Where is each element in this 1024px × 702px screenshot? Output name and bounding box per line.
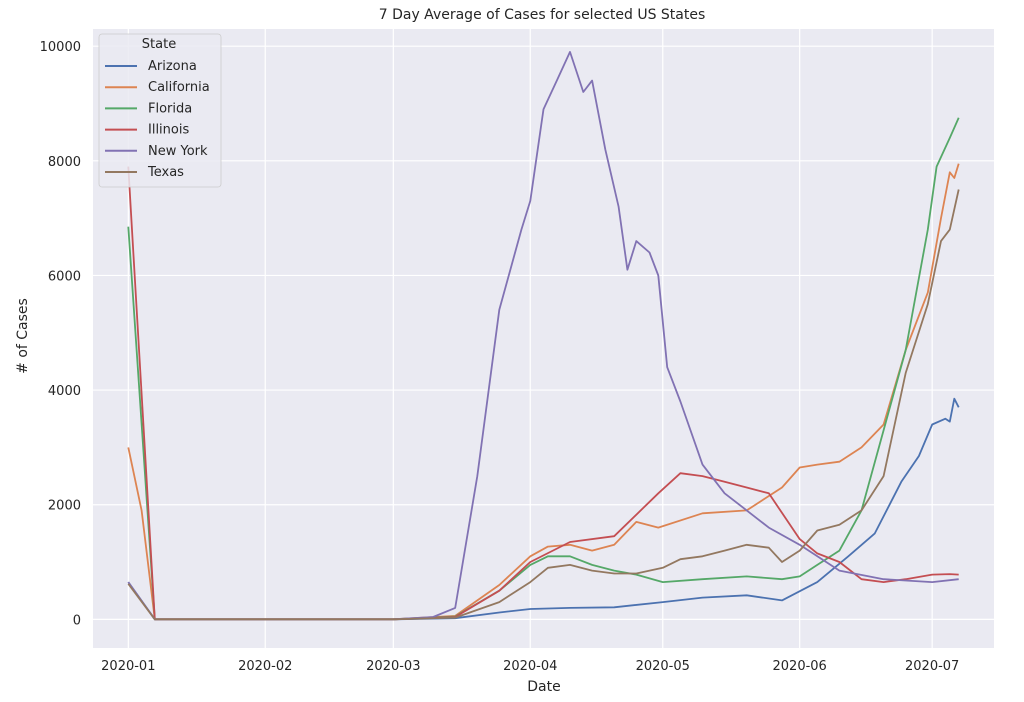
- y-tick-label: 2000: [48, 499, 81, 514]
- x-tick-label: 2020-03: [366, 659, 420, 674]
- legend-box: [98, 33, 222, 188]
- series-line-illinois: [127, 166, 959, 621]
- x-tick-label: 2020-05: [636, 659, 690, 674]
- x-tick-label: 2020-07: [905, 659, 959, 674]
- legend: State Arizona California Florida Illinois New…: [98, 33, 222, 188]
- y-axis-label: # of Cases: [15, 298, 31, 374]
- legend-entry-label: Illinois: [148, 123, 189, 138]
- x-tick-label: 2020-06: [773, 659, 827, 674]
- chart-title: 7 Day Average of Cases for selected US S…: [379, 7, 706, 23]
- legend-entry-label: Arizona: [148, 59, 197, 74]
- plot-area: [93, 29, 994, 648]
- plot-background: [93, 29, 994, 648]
- y-tick-label: 6000: [48, 269, 81, 284]
- legend-entry-label: California: [148, 80, 210, 95]
- series-line-california: [127, 163, 960, 621]
- y-tick-label: 0: [73, 613, 81, 628]
- x-tick-label: 2020-04: [503, 659, 557, 674]
- legend-entry-label: Texas: [147, 165, 184, 180]
- gridlines: [93, 29, 994, 648]
- series-line-new-york: [127, 51, 959, 621]
- x-axis-label: Date: [527, 679, 560, 695]
- y-tick-label: 4000: [48, 384, 81, 399]
- y-axis-ticks: 0 2000 4000 6000 8000 10000: [40, 40, 81, 628]
- legend-entry-label: Florida: [148, 101, 192, 116]
- y-tick-label: 8000: [48, 155, 81, 170]
- series-lines: [127, 51, 960, 621]
- x-axis-ticks: 2020-01 2020-02 2020-03 2020-04 2020-05 2020-…: [101, 659, 959, 674]
- series-line-texas: [127, 189, 960, 621]
- x-tick-label: 2020-01: [101, 659, 155, 674]
- series-line-arizona: [127, 397, 960, 621]
- legend-entry-label: New York: [148, 144, 208, 159]
- legend-title: State: [142, 37, 176, 52]
- x-tick-label: 2020-02: [238, 659, 292, 674]
- y-tick-label: 10000: [40, 40, 81, 55]
